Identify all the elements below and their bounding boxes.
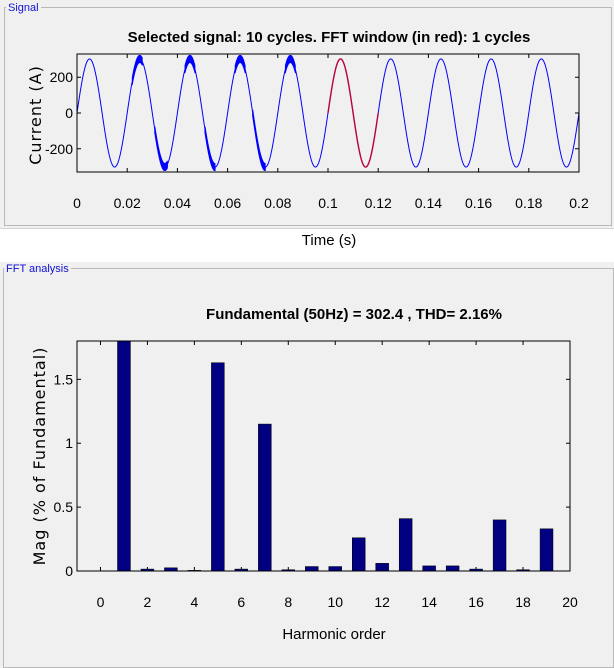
fft-x-tick-label: 4 <box>190 594 198 610</box>
fft-group-label: FFT analysis <box>4 263 71 275</box>
fft-xlabel: Harmonic order <box>282 626 385 643</box>
fft-bar-h17 <box>492 519 507 572</box>
signal-x-tick-label: 0.14 <box>415 195 442 211</box>
signal-x-tick-label: 0.16 <box>465 195 492 211</box>
fft-x-tick-label: 6 <box>237 594 245 610</box>
fft-chart: Fundamental (50Hz) = 302.4 , THD= 2.16% … <box>30 306 578 643</box>
signal-chart: Selected signal: 10 cycles. FFT window (… <box>26 29 589 249</box>
fft-bar-h7 <box>258 423 272 572</box>
fft-x-tick-label: 0 <box>97 594 105 610</box>
fft-x-tick-label: 2 <box>144 594 152 610</box>
signal-waveform-line <box>76 55 580 172</box>
fft-bar-h15 <box>445 565 460 572</box>
fft-bar-h10 <box>328 566 342 572</box>
fft-bar-h5 <box>211 362 225 572</box>
fft-y-tick-label: 1.5 <box>54 371 74 387</box>
signal-xlabel: Time (s) <box>302 232 356 249</box>
fft-x-tick-label: 12 <box>374 594 390 610</box>
signal-group-frame <box>4 7 612 226</box>
fft-x-tick-label: 10 <box>327 594 343 610</box>
fft-x-tick-label: 18 <box>515 594 531 610</box>
fft-x-tick-label: 16 <box>468 594 484 610</box>
signal-x-tick-label: 0.1 <box>318 195 338 211</box>
fft-x-tick-label: 8 <box>284 594 292 610</box>
signal-y-tick-label: 200 <box>50 69 74 85</box>
fft-bar-h1 <box>117 340 131 572</box>
signal-x-tick-label: 0 <box>73 195 81 211</box>
fft-plot-area <box>76 340 571 572</box>
signal-y-tick-label: -200 <box>45 141 73 157</box>
signal-ylabel: Current (A) <box>26 65 45 165</box>
fft-chart-title: Fundamental (50Hz) = 302.4 , THD= 2.16% <box>206 306 502 323</box>
fft-x-tick-label: 20 <box>562 594 578 610</box>
fft-y-tick-label: 1 <box>65 435 73 451</box>
fft-x-tick-label: 14 <box>421 594 437 610</box>
signal-x-tick-label: 0.06 <box>214 195 241 211</box>
signal-y-tick-label: 0 <box>65 105 73 121</box>
fft-bar-h14 <box>422 565 436 572</box>
fft-panel: FFT analysis <box>0 262 614 668</box>
signal-group-label: Signal <box>6 2 41 14</box>
signal-x-tick-label: 0.08 <box>264 195 291 211</box>
signal-x-tick-label: 0.12 <box>365 195 392 211</box>
signal-x-tick-label: 0.02 <box>114 195 141 211</box>
fft-window-line <box>327 58 379 168</box>
signal-x-tick-label: 0.18 <box>515 195 542 211</box>
fft-ylabel: Mag (% of Fundamental) <box>30 347 49 566</box>
fft-bar-h19 <box>539 528 554 572</box>
signal-plot-area <box>76 53 580 173</box>
fft-y-tick-label: 0 <box>65 563 73 579</box>
fft-bar-h11 <box>352 537 366 572</box>
signal-x-tick-label: 0.04 <box>164 195 191 211</box>
fft-bar-h9 <box>305 566 319 572</box>
signal-x-tick-label: 0.2 <box>569 195 589 211</box>
fft-bar-h13 <box>398 518 413 572</box>
signal-chart-title: Selected signal: 10 cycles. FFT window (… <box>128 29 531 46</box>
fft-bar-h12 <box>375 563 389 572</box>
fft-y-tick-label: 0.5 <box>54 499 74 515</box>
